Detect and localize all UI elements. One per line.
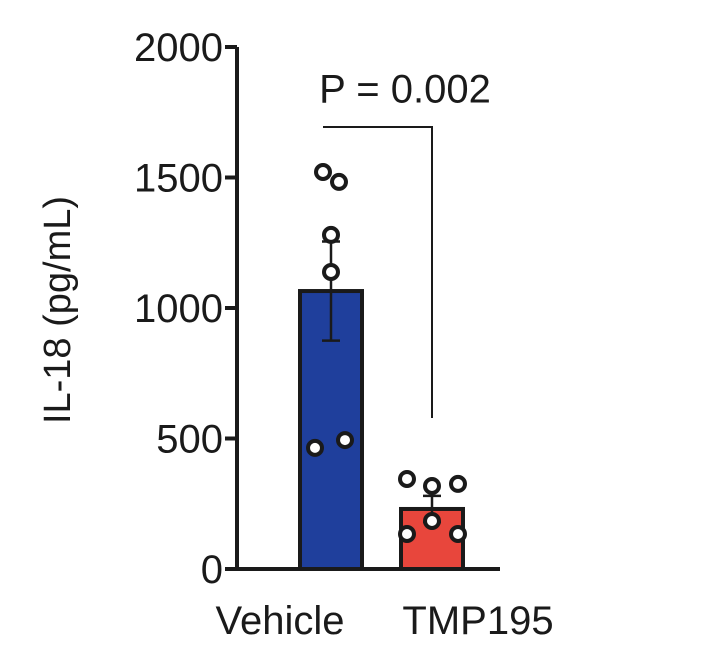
data-point [398, 525, 416, 544]
data-point [330, 172, 348, 191]
significance-bracket [323, 126, 433, 418]
y-tick-label: 0 [201, 548, 223, 592]
p-value: P = 0.002 [319, 68, 491, 112]
data-point [423, 511, 441, 530]
data-point [322, 262, 340, 281]
data-point [449, 474, 467, 493]
data-point [423, 477, 441, 496]
data-point [398, 469, 416, 488]
y-tick-label: 1000 [134, 287, 223, 331]
y-axis-title: IL-18 (pg/mL) [37, 196, 79, 424]
data-point [314, 163, 332, 182]
x-tick-label: Vehicle [216, 599, 345, 640]
data-point [336, 431, 354, 450]
y-tick-label: 1500 [134, 157, 223, 201]
x-tick-label: TMP195 [402, 599, 553, 640]
y-tick-label: 2000 [134, 26, 223, 70]
y-tick-label: 500 [156, 418, 223, 462]
data-point [322, 225, 340, 244]
data-point [306, 438, 324, 457]
data-point [449, 525, 467, 544]
